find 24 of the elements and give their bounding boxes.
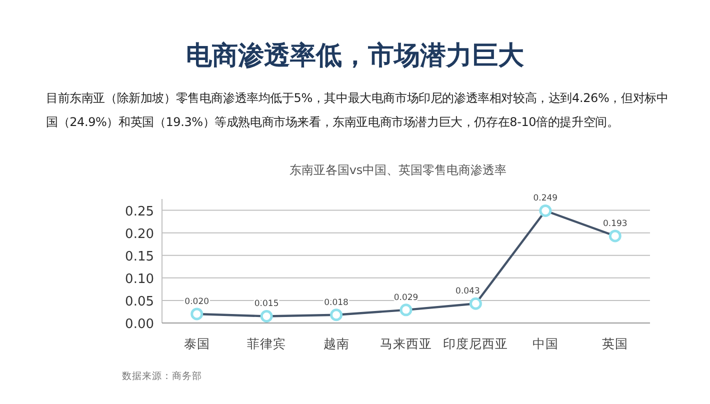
data-label: 0.029 xyxy=(394,292,418,303)
data-label: 0.193 xyxy=(602,218,628,229)
y-tick-label: 0.00 xyxy=(125,317,154,332)
x-tick-label: 泰国 xyxy=(184,336,210,351)
x-tick-label: 印度尼西亚 xyxy=(443,336,508,351)
y-tick-label: 0.20 xyxy=(125,226,154,242)
subtitle: 目前东南亚（除新加坡）零售电商渗透率均低于5%，其中最大电商市场印尼的渗透率相对较高，达到4.26%，但对标中国（24.9%）和英国（19.3%）等成熟电商市场来看，东南亚电商市场潜力巨大，仍存在8-10倍的提升空间。 xyxy=(46,90,670,131)
y-tick-label: 0.10 xyxy=(125,272,154,287)
data-label: 0.015 xyxy=(254,299,279,310)
x-tick-label: 英国 xyxy=(602,336,628,351)
data-label: 0.249 xyxy=(533,194,558,204)
x-tick-label: 马来西亚 xyxy=(380,336,432,351)
y-tick-label: 0.05 xyxy=(125,294,154,310)
y-tick-label: 0.25 xyxy=(125,204,154,220)
source: 数据来源：商务部 xyxy=(122,371,202,382)
data-label: 0.043 xyxy=(456,286,480,297)
x-tick-label: 菲律宾 xyxy=(247,336,286,351)
y-tick-label: 0.15 xyxy=(125,249,154,264)
data-label: 0.020 xyxy=(184,296,210,307)
x-tick-label: 越南 xyxy=(323,336,350,351)
title: 电商渗透率低，市场潜力巨大 xyxy=(185,40,525,73)
data-label: 0.018 xyxy=(324,298,348,308)
x-tick-label: 中国 xyxy=(532,336,558,351)
chart-title: 东南亚各国vs中国、英国零售电商渗透率 xyxy=(289,163,507,177)
